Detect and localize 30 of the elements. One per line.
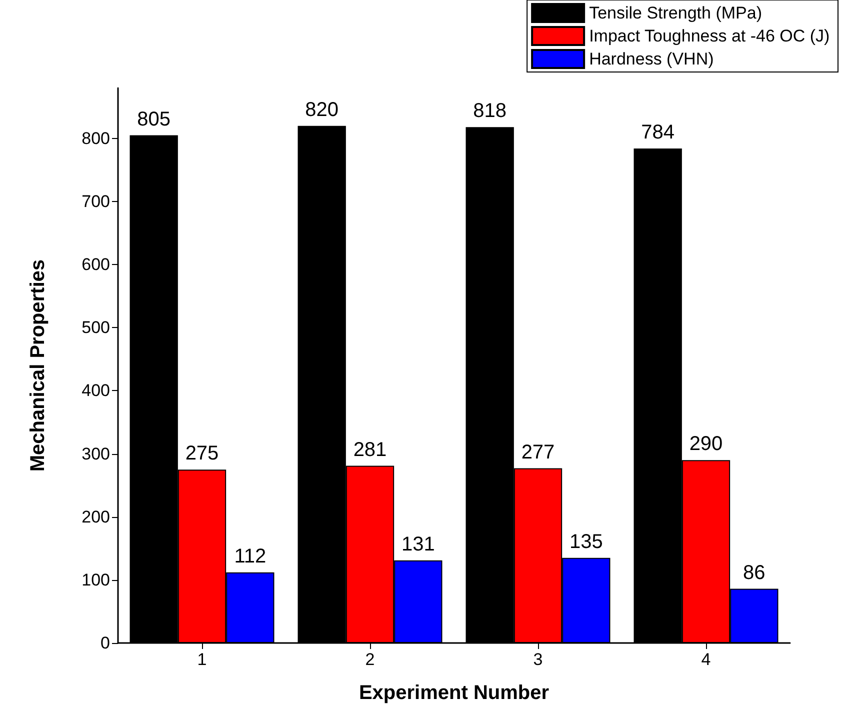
y-tick-label: 100 (82, 570, 110, 590)
data-label: 277 (521, 441, 555, 464)
y-tick-label: 0 (100, 634, 110, 652)
legend-label: Impact Toughness at -46 OC (J) (589, 26, 830, 46)
y-tick-label: 800 (82, 128, 110, 148)
legend-label: Tensile Strength (MPa) (589, 4, 762, 22)
data-label: 805 (137, 108, 171, 130)
data-label: 784 (641, 122, 675, 144)
y-tick-label: 400 (82, 381, 110, 400)
data-label: 281 (353, 438, 387, 461)
y-tick-label: 600 (82, 255, 110, 274)
data-label: 86 (743, 562, 766, 584)
y-axis-title: Mechanical Properties (27, 259, 49, 472)
y-tick-label: 300 (82, 444, 110, 464)
data-label: 818 (473, 100, 507, 122)
data-label: 290 (689, 433, 723, 456)
y-tick-label: 500 (82, 318, 110, 338)
legend-label: Hardness (VHN) (589, 50, 714, 68)
x-axis-title: Experiment Number (358, 682, 550, 704)
data-label: 275 (185, 442, 219, 465)
data-label: 135 (569, 530, 603, 553)
x-tick-label: 3 (533, 650, 543, 669)
x-tick-label: 2 (365, 650, 375, 669)
data-label: 820 (305, 98, 339, 121)
y-tick-label: 700 (82, 192, 110, 212)
x-tick-label: 4 (701, 650, 711, 669)
y-tick-label: 200 (82, 507, 110, 526)
data-label: 112 (234, 545, 266, 568)
data-label: 131 (401, 533, 435, 556)
x-tick-label: 1 (197, 650, 207, 669)
